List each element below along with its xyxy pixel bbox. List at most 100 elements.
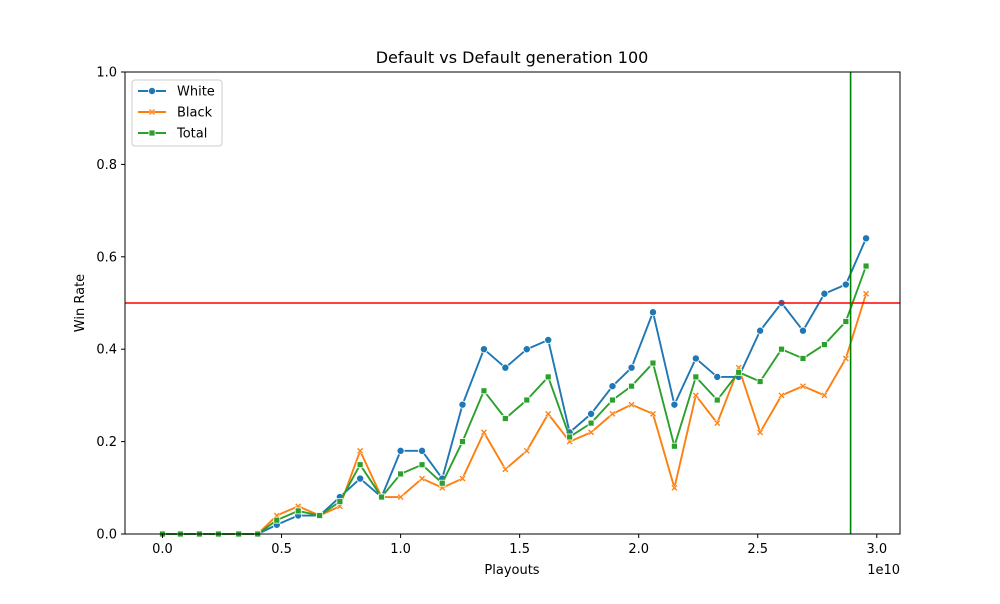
data-point-total [671, 442, 678, 450]
data-point-total [356, 461, 364, 469]
data-point-white [458, 400, 467, 409]
data-point-total [418, 461, 426, 469]
data-point-black [777, 391, 786, 399]
data-point-white [756, 326, 765, 335]
x-tick-label: 1.5 [509, 542, 530, 557]
data-point-total [609, 396, 616, 404]
data-point-total [735, 368, 743, 376]
data-point-black [418, 475, 426, 483]
data-point-total [842, 318, 850, 325]
data-point-black [756, 428, 764, 436]
data-point-black [820, 391, 828, 399]
data-point-white [396, 446, 405, 455]
legend-marker-white [147, 87, 156, 96]
data-point-total [692, 373, 700, 381]
data-point-black [649, 410, 657, 418]
legend-label-total: Total [176, 127, 207, 142]
data-point-white [587, 409, 596, 418]
data-point-total [316, 512, 324, 519]
data-point-white [608, 382, 617, 391]
data-point-total [628, 382, 635, 390]
x-tick-label: 0.5 [271, 542, 292, 557]
data-point-total [480, 387, 488, 395]
data-point-black [458, 475, 467, 483]
x-axis-offset-label: 1e10 [867, 563, 900, 578]
data-point-black [544, 410, 552, 418]
data-point-white [820, 289, 829, 298]
data-point-black [692, 391, 700, 399]
data-point-white [798, 326, 807, 335]
data-point-white [841, 280, 850, 289]
data-point-total [378, 493, 385, 501]
data-point-total [587, 419, 595, 427]
data-point-total [649, 359, 657, 367]
x-axis-label: Playouts [484, 563, 539, 578]
data-point-total [778, 345, 785, 353]
y-axis-label: Win Rate [73, 274, 88, 332]
data-point-white [670, 400, 679, 409]
legend: White Black Total [131, 79, 223, 147]
data-point-total [756, 378, 764, 385]
axes: 0.0 0.5 1.0 1.5 2.0 2.5 3.0 0.0 0.2 0.4 0.6 0.8 1.0 [96, 66, 901, 557]
legend-box [131, 79, 223, 147]
plot-area [125, 72, 900, 539]
data-point-total [459, 438, 466, 446]
data-point-total [336, 498, 344, 506]
data-point-black [587, 428, 595, 436]
data-point-total [397, 470, 404, 478]
data-point-total [821, 341, 828, 348]
data-point-total [273, 516, 281, 524]
legend-marker-total [148, 129, 156, 137]
legend-label-black: Black [177, 106, 213, 121]
y-tick-label: 0.6 [96, 250, 117, 265]
data-point-white [501, 363, 510, 372]
data-point-black [799, 382, 807, 390]
chart-title: Default vs Default generation 100 [376, 48, 649, 67]
data-point-black [670, 484, 678, 492]
data-point-white [648, 308, 657, 317]
data-point-black [523, 447, 531, 455]
data-point-total [799, 355, 807, 362]
data-point-black [501, 465, 509, 473]
y-tick-label: 0.0 [96, 528, 117, 543]
data-point-total [544, 373, 552, 381]
plot-frame [124, 71, 901, 535]
legend-label-white: White [177, 85, 215, 100]
data-point-black [356, 447, 364, 455]
data-point-total [862, 262, 870, 270]
data-point-black [713, 419, 721, 427]
series-line-total [162, 265, 867, 535]
data-point-total [501, 415, 509, 422]
data-point-black [627, 401, 636, 409]
x-tick-label: 1.0 [390, 542, 411, 557]
x-tick-label: 2.5 [747, 542, 768, 557]
x-tick-label: 2.0 [628, 542, 649, 557]
data-point-white [418, 446, 427, 455]
data-point-white [862, 234, 871, 243]
data-point-black [842, 354, 850, 362]
data-point-white [522, 345, 531, 354]
data-point-total [294, 507, 302, 515]
y-tick-label: 0.4 [96, 343, 117, 358]
data-point-total [713, 396, 721, 404]
data-point-white [356, 474, 365, 483]
data-point-total [438, 479, 446, 487]
data-point-white [479, 345, 488, 354]
y-tick-label: 1.0 [96, 66, 117, 81]
y-tick-label: 0.8 [96, 158, 117, 173]
x-tick-label: 0.0 [152, 542, 173, 557]
legend-marker-black [148, 108, 156, 116]
data-point-black [397, 493, 405, 501]
data-point-black [608, 410, 617, 418]
x-tick-label: 3.0 [866, 542, 887, 557]
series-line-white [162, 237, 867, 535]
data-point-white [713, 372, 722, 381]
data-point-black [862, 290, 870, 298]
data-point-white [691, 354, 700, 363]
data-point-total [566, 433, 574, 441]
data-point-white [627, 363, 636, 372]
data-point-white [544, 335, 553, 344]
data-point-total [523, 396, 531, 404]
